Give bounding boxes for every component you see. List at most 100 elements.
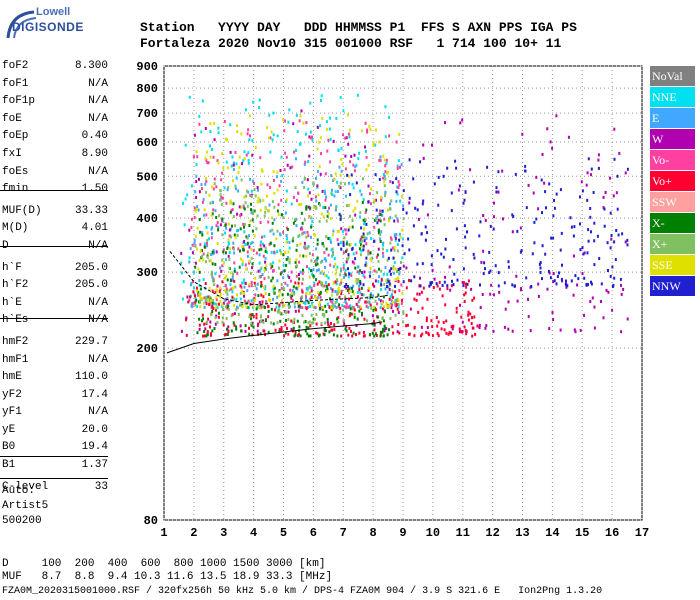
echo-point bbox=[286, 326, 288, 330]
echo-point bbox=[332, 139, 335, 143]
echo-point bbox=[373, 199, 376, 203]
echo-point bbox=[326, 210, 329, 213]
param-name: hmF1 bbox=[2, 353, 29, 366]
echo-point bbox=[232, 202, 235, 206]
echo-point bbox=[319, 303, 322, 307]
echo-point bbox=[372, 282, 374, 286]
echo-point bbox=[261, 300, 264, 304]
echo-point bbox=[247, 151, 250, 155]
echo-point bbox=[583, 276, 586, 280]
echo-point bbox=[278, 305, 281, 309]
echo-point bbox=[222, 248, 225, 252]
echo-point bbox=[362, 273, 365, 277]
echo-point bbox=[324, 198, 327, 202]
echo-point bbox=[203, 330, 206, 333]
echo-point bbox=[339, 95, 342, 99]
echo-point bbox=[276, 209, 279, 213]
echo-point bbox=[389, 317, 392, 321]
echo-point bbox=[379, 213, 382, 216]
echo-point bbox=[185, 333, 188, 337]
echo-point bbox=[272, 284, 275, 288]
echo-point bbox=[280, 282, 283, 286]
echo-point bbox=[294, 330, 297, 334]
echo-point bbox=[357, 157, 360, 161]
echo-point bbox=[251, 139, 254, 143]
echo-point bbox=[292, 195, 295, 199]
echo-point bbox=[433, 182, 436, 186]
echo-point bbox=[401, 228, 404, 232]
echo-point bbox=[281, 293, 284, 297]
echo-point bbox=[240, 257, 242, 261]
echo-point bbox=[211, 200, 214, 204]
echo-point bbox=[217, 126, 220, 130]
echo-point bbox=[425, 319, 428, 323]
echo-point bbox=[449, 288, 452, 292]
echo-point bbox=[197, 290, 200, 294]
echo-point bbox=[361, 271, 364, 274]
echo-point bbox=[283, 334, 286, 338]
echo-point bbox=[227, 325, 230, 329]
echo-point bbox=[347, 275, 350, 279]
x-tick-label: 5 bbox=[280, 526, 287, 540]
echo-point bbox=[196, 247, 198, 251]
echo-point bbox=[380, 288, 383, 292]
param-name: h`F bbox=[2, 261, 22, 274]
echo-point bbox=[347, 267, 349, 271]
echo-point bbox=[369, 274, 371, 278]
echo-point bbox=[377, 247, 380, 251]
echo-point bbox=[340, 291, 343, 295]
echo-point bbox=[253, 297, 256, 301]
echo-point bbox=[214, 262, 217, 266]
echo-point bbox=[301, 277, 304, 281]
echo-point bbox=[314, 176, 317, 180]
echo-point bbox=[459, 330, 461, 334]
echo-point bbox=[221, 303, 224, 307]
echo-point bbox=[255, 312, 258, 316]
param-name: hmE bbox=[2, 371, 22, 384]
echo-point bbox=[512, 215, 515, 218]
echo-point bbox=[236, 233, 239, 237]
echo-point bbox=[382, 243, 384, 247]
echo-point bbox=[268, 209, 271, 213]
echo-point bbox=[277, 203, 280, 207]
echo-point bbox=[345, 325, 348, 329]
echo-point bbox=[318, 219, 321, 223]
echo-point bbox=[378, 275, 381, 279]
param-value: 110.0 bbox=[74, 371, 108, 384]
echo-point bbox=[325, 235, 328, 239]
echo-point bbox=[286, 163, 289, 167]
echo-point bbox=[273, 205, 276, 209]
param-name: hmF2 bbox=[2, 335, 29, 348]
echo-point bbox=[243, 281, 246, 285]
echo-point bbox=[322, 206, 325, 209]
echo-point bbox=[401, 291, 404, 295]
echo-point bbox=[440, 252, 443, 256]
echo-point bbox=[260, 240, 263, 244]
echo-point bbox=[303, 320, 305, 324]
echo-point bbox=[355, 181, 358, 185]
echo-point bbox=[253, 182, 256, 185]
echo-point bbox=[339, 217, 342, 221]
echo-point bbox=[203, 322, 206, 326]
echo-point bbox=[492, 329, 495, 333]
echo-point bbox=[263, 286, 266, 289]
echo-point bbox=[327, 253, 330, 257]
echo-point bbox=[405, 266, 408, 270]
echo-point bbox=[221, 152, 224, 156]
echo-point bbox=[288, 246, 291, 250]
echo-point bbox=[511, 283, 514, 287]
param-value: N/A bbox=[88, 353, 108, 366]
echo-point bbox=[295, 224, 298, 228]
echo-point bbox=[419, 276, 421, 280]
echo-point bbox=[263, 277, 266, 281]
echo-point bbox=[413, 325, 416, 329]
echo-point bbox=[235, 325, 238, 329]
echo-point bbox=[239, 227, 242, 231]
echo-point bbox=[624, 171, 627, 175]
echo-point bbox=[413, 297, 416, 301]
echo-point bbox=[228, 288, 231, 292]
echo-point bbox=[387, 208, 389, 212]
echo-point bbox=[492, 227, 495, 231]
echo-point bbox=[273, 191, 276, 195]
echo-point bbox=[193, 238, 196, 242]
